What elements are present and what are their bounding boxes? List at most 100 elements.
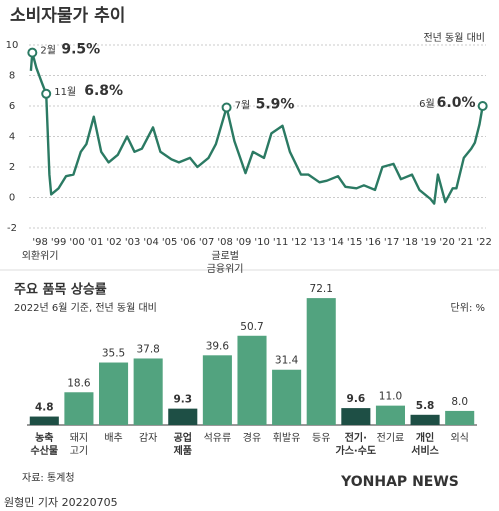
x-tick-label: '00 <box>69 237 84 248</box>
bar <box>64 392 94 425</box>
value-label: 18.6 <box>67 377 91 389</box>
bar-chart-title: 주요 품목 상승률 <box>14 283 107 298</box>
y-tick-label: 6 <box>9 101 15 112</box>
x-tick-label: '20 <box>439 237 454 248</box>
bar <box>133 358 163 425</box>
x-tick-label: '14 <box>328 237 343 248</box>
x-tick-label: '15 <box>347 237 362 248</box>
category-label: 수산물 <box>31 444 59 457</box>
category-label: 제품 <box>174 444 192 457</box>
category-label: 개인 <box>416 431 434 444</box>
y-tick-label: -2 <box>7 223 17 234</box>
category-label: 전기· <box>345 431 367 444</box>
event-label: 외환위기 <box>22 249 59 262</box>
x-tick-label: '19 <box>421 237 436 248</box>
bar <box>202 355 232 425</box>
watermark: YONHAP NEWS <box>340 474 459 490</box>
bar <box>272 369 302 425</box>
category-label: 가스·수도 <box>336 444 377 457</box>
value-label: 72.1 <box>310 283 333 295</box>
value-label: 11.0 <box>379 391 402 403</box>
value-label: 50.7 <box>240 321 263 333</box>
cpi-line <box>29 51 484 205</box>
value-label: 5.8 <box>416 400 435 412</box>
category-label: 경유 <box>243 431 261 444</box>
x-tick-label: '18 <box>402 237 417 248</box>
value-label: 35.5 <box>102 348 125 360</box>
x-tick-label: '03 <box>125 237 140 248</box>
source: 자료: 통계청 <box>22 472 75 484</box>
month-label: 2월 <box>40 45 56 57</box>
bar <box>341 408 371 425</box>
highlight-point <box>41 88 52 99</box>
value-label: 5.9% <box>256 97 295 113</box>
unit-label: 단위: % <box>451 301 485 314</box>
x-tick-label: '22 <box>476 237 491 248</box>
month-label: 7월 <box>235 100 251 112</box>
line-chart-subtitle: 전년 동월 대비 <box>423 32 485 44</box>
x-tick-label: '01 <box>88 237 103 248</box>
category-label: 배추 <box>104 432 122 444</box>
byline: 원형민 기자 20220705 <box>4 496 118 509</box>
category-label: 전기료 <box>377 432 405 444</box>
category-label: 공업 <box>174 431 192 444</box>
value-label: 6.8% <box>84 83 123 99</box>
y-tick-label: 0 <box>9 193 15 204</box>
y-tick-label: 4 <box>9 132 15 143</box>
value-label: 31.4 <box>275 355 299 367</box>
category-label: 휘발유 <box>273 432 301 444</box>
x-tick-label: '98 <box>32 237 47 248</box>
x-tick-label: '07 <box>199 237 214 248</box>
x-tick-label: '99 <box>51 237 66 248</box>
bar <box>445 410 475 425</box>
event-label: 글로벌 <box>211 250 239 262</box>
value-label: 4.8 <box>35 402 54 414</box>
x-tick-label: '16 <box>365 237 380 248</box>
category-label: 농축 <box>35 431 53 444</box>
x-tick-label: '10 <box>254 237 269 248</box>
x-tick-label: '09 <box>236 237 251 248</box>
category-label: 서비스 <box>411 444 439 457</box>
month-label: 11월 <box>54 86 76 98</box>
x-tick-label: '21 <box>458 237 473 248</box>
category-label: 감자 <box>139 432 157 444</box>
x-tick-label: '05 <box>162 237 177 248</box>
x-tick-label: '13 <box>310 237 325 248</box>
x-tick-label: '02 <box>106 237 121 248</box>
bar <box>237 335 267 425</box>
value-label: 8.0 <box>451 396 468 408</box>
x-tick-label: '08 <box>217 237 232 248</box>
month-label: 6월 <box>419 98 435 110</box>
value-label: 6.0% <box>437 95 476 111</box>
bar <box>375 405 405 425</box>
value-label: 37.8 <box>136 343 159 355</box>
category-label: 고기 <box>70 445 88 457</box>
event-label: 금융위기 <box>207 262 244 275</box>
x-tick-label: '12 <box>291 237 306 248</box>
x-tick-label: '17 <box>384 237 399 248</box>
category-label: 석유류 <box>204 432 232 444</box>
x-tick-label: '04 <box>143 237 158 248</box>
y-tick-label: 10 <box>6 40 19 51</box>
category-label: 외식 <box>450 432 468 444</box>
x-tick-label: '06 <box>180 237 195 248</box>
category-label: 등유 <box>312 432 330 444</box>
bar <box>99 362 129 425</box>
value-label: 39.6 <box>206 340 230 352</box>
value-label: 9.6 <box>347 393 366 405</box>
category-label: 돼지 <box>70 432 88 444</box>
bar-chart-subtitle: 2022년 6월 기준, 전년 동월 대비 <box>14 302 157 314</box>
line-chart-title: 소비자물가 추이 <box>10 6 125 26</box>
highlight-point <box>221 102 232 113</box>
bar <box>29 416 59 425</box>
x-tick-label: '11 <box>273 237 288 248</box>
bar <box>306 298 336 425</box>
bar <box>168 408 198 425</box>
highlight-point <box>477 101 488 111</box>
highlight-point <box>27 47 38 58</box>
bar <box>410 414 440 425</box>
y-tick-label: 8 <box>9 71 15 82</box>
value-label: 9.5% <box>61 42 100 58</box>
y-tick-label: 2 <box>9 162 15 173</box>
